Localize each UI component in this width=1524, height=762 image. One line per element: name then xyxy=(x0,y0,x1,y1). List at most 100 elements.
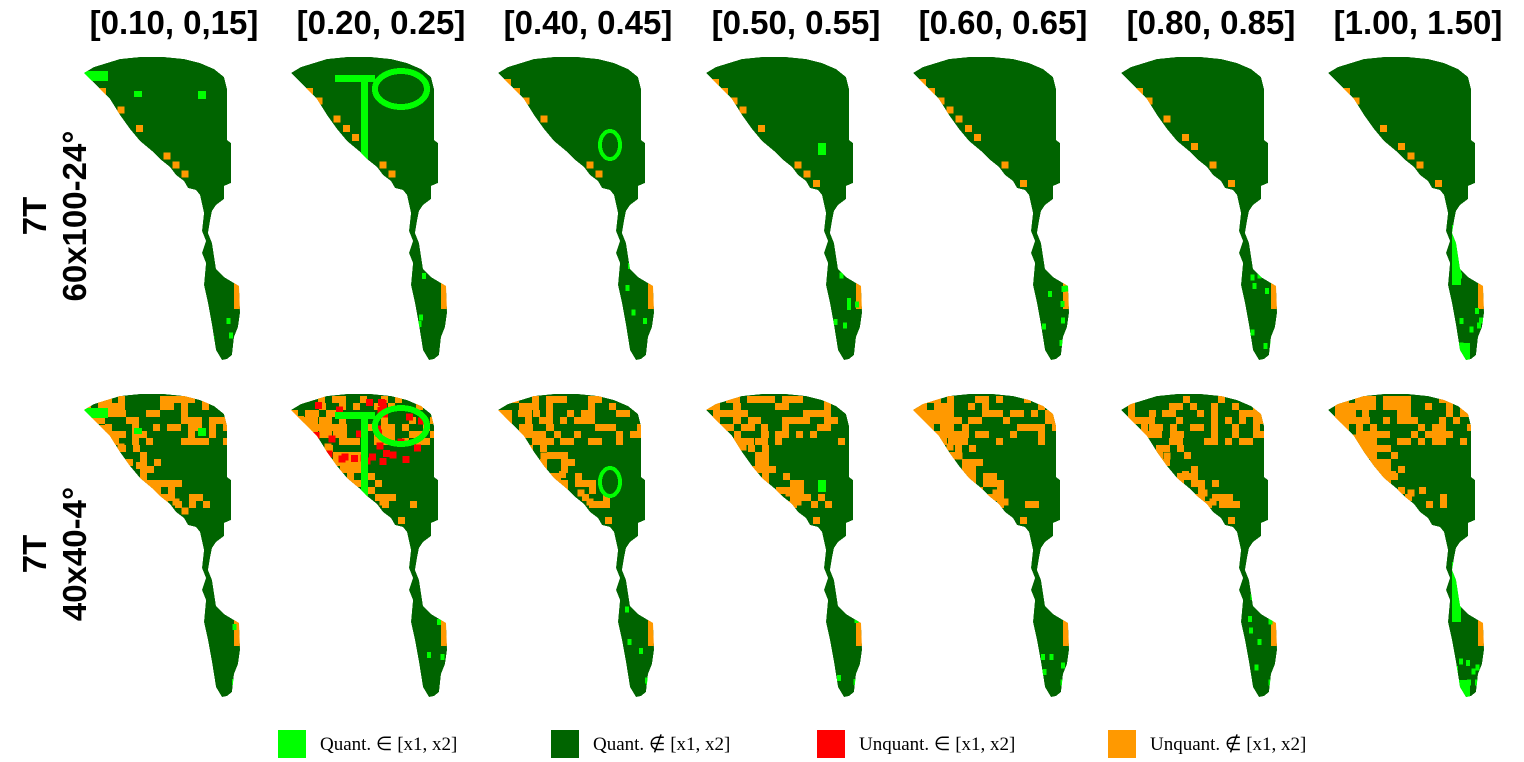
cell-unquant-out xyxy=(1149,431,1156,438)
cell-unquant-out xyxy=(567,438,574,445)
region-quant-out xyxy=(498,57,654,360)
cell-quant-in xyxy=(361,75,368,165)
cell-unquant-out xyxy=(1128,417,1135,424)
edge-unquant xyxy=(1001,498,1009,506)
cell-unquant-out xyxy=(740,438,747,445)
cell-unquant-out xyxy=(1349,417,1356,424)
cell-unquant-out xyxy=(389,494,396,501)
cell-unquant-out xyxy=(913,459,920,466)
edge-unquant xyxy=(1352,434,1360,442)
cell-unquant-out xyxy=(1219,494,1226,501)
cell-unquant-out xyxy=(1335,501,1342,508)
cell-unquant-out xyxy=(84,459,91,466)
cell-unquant-out xyxy=(223,438,230,445)
cell-unquant-out xyxy=(1211,403,1218,410)
cell-unquant-out xyxy=(1226,494,1233,501)
cell-unquant-out xyxy=(1052,403,1059,410)
cell-unquant-out xyxy=(713,452,720,459)
cell-unquant-out xyxy=(1383,396,1390,403)
cell-unquant-out xyxy=(353,438,360,445)
edge-unquant xyxy=(181,507,189,515)
cell-unquant-out xyxy=(1328,494,1335,501)
cell-unquant-out xyxy=(790,487,797,494)
cell-unquant-out xyxy=(588,396,595,403)
cell-unquant-out xyxy=(769,466,776,473)
cell-unquant-out xyxy=(1121,424,1128,431)
cell-unquant-out xyxy=(1211,417,1218,424)
cell-unquant-out xyxy=(189,501,196,508)
edge-unquant xyxy=(163,152,171,160)
cell-quant-in xyxy=(232,624,237,631)
cell-unquant-out xyxy=(1246,438,1253,445)
cell-quant-in xyxy=(1059,339,1064,346)
edge-unquant xyxy=(1163,115,1171,123)
cell-unquant-out xyxy=(824,396,831,403)
cell-unquant-out xyxy=(934,438,941,445)
cell-unquant-out xyxy=(430,417,437,424)
cell-unquant-out xyxy=(91,417,98,424)
cell-unquant-out xyxy=(1467,410,1474,417)
map-panel-r2-c1 xyxy=(84,392,284,717)
cell-quant-in xyxy=(853,679,858,686)
cell-unquant-out xyxy=(997,494,1004,501)
cell-unquant-out xyxy=(1052,424,1059,431)
cell-unquant-out xyxy=(423,438,430,445)
cell-unquant-out xyxy=(540,445,547,452)
cell-unquant-out xyxy=(720,452,727,459)
cell-unquant-out xyxy=(940,417,947,424)
edge-unquant xyxy=(721,88,729,96)
cell-unquant-out xyxy=(195,424,202,431)
cell-unquant-out xyxy=(920,487,927,494)
cell-unquant-out xyxy=(948,466,955,473)
cell-unquant-out xyxy=(1032,501,1039,508)
cell-unquant-out xyxy=(1335,410,1342,417)
cell-unquant-out xyxy=(1121,501,1128,508)
cell-unquant-out xyxy=(720,473,727,480)
cell-unquant-out xyxy=(796,417,803,424)
map-panel-r2-c6 xyxy=(1121,392,1321,717)
cell-unquant-out xyxy=(1356,459,1363,466)
cell-unquant-out xyxy=(1135,494,1142,501)
cell-unquant-out xyxy=(996,396,1003,403)
cell-unquant-out xyxy=(1170,494,1177,501)
edge-unquant xyxy=(99,425,107,433)
cell-unquant-out xyxy=(975,396,982,403)
cell-unquant-out xyxy=(354,459,361,466)
cell-unquant-out xyxy=(312,438,319,445)
cell-unquant-out xyxy=(588,410,595,417)
cell-unquant-out xyxy=(167,424,174,431)
cell-unquant-out xyxy=(1149,410,1156,417)
cell-unquant-out xyxy=(1155,424,1162,431)
cell-unquant-out xyxy=(1253,417,1260,424)
cell-unquant-out xyxy=(1184,494,1191,501)
map-panel-r2-c5 xyxy=(913,392,1113,717)
cell-unquant-out xyxy=(1355,403,1362,410)
cell-unquant-out xyxy=(533,494,540,501)
cell-unquant-out xyxy=(161,480,168,487)
cell-unquant-out xyxy=(982,410,989,417)
cell-unquant-out xyxy=(1135,480,1142,487)
cell-unquant-out xyxy=(325,431,332,438)
cell-unquant-out xyxy=(168,480,175,487)
cell-unquant-out xyxy=(706,501,713,508)
cell-unquant-out xyxy=(1225,417,1232,424)
cell-unquant-out xyxy=(533,480,540,487)
cell-unquant-out xyxy=(727,459,734,466)
cell-unquant-out xyxy=(105,494,112,501)
cell-unquant-out xyxy=(1398,466,1405,473)
cell-quant-in xyxy=(198,91,206,99)
cell-quant-in xyxy=(639,648,644,655)
cell-unquant-out xyxy=(112,410,119,417)
cell-unquant-out xyxy=(126,417,133,424)
cell-unquant-out xyxy=(1369,396,1376,403)
cell-unquant-out xyxy=(1363,473,1370,480)
cell-quant-in xyxy=(229,332,234,339)
cell-unquant-out xyxy=(1348,438,1355,445)
cell-unquant-out xyxy=(1163,501,1170,508)
cell-quant-in xyxy=(1058,597,1063,604)
cell-unquant-out xyxy=(1135,466,1142,473)
cell-unquant-out xyxy=(1411,431,1418,438)
cell-unquant-out xyxy=(1052,396,1059,403)
cell-unquant-out xyxy=(1003,417,1010,424)
cell-quant-in xyxy=(1251,592,1256,599)
